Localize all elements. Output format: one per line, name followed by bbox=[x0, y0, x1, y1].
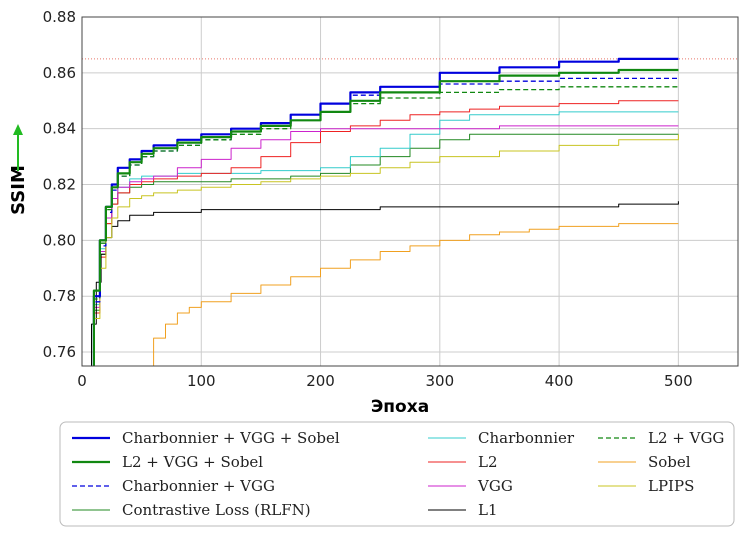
y-tick-label: 0.76 bbox=[43, 343, 76, 361]
y-tick-label: 0.82 bbox=[43, 176, 76, 194]
legend-label: Contrastive Loss (RLFN) bbox=[122, 501, 311, 519]
y-tick-label: 0.86 bbox=[43, 64, 76, 82]
series-line-7 bbox=[91, 201, 679, 366]
series-line-0 bbox=[92, 57, 679, 366]
x-axis-label: Эпоха bbox=[371, 397, 429, 417]
series-line-3 bbox=[93, 133, 679, 366]
y-tick-labels: 0.76 0.78 0.80 0.82 0.84 0.86 0.88 bbox=[43, 8, 76, 361]
series-line-9 bbox=[147, 223, 679, 366]
legend-label: Sobel bbox=[648, 453, 691, 471]
x-tick-label: 300 bbox=[425, 372, 454, 390]
series-line-1 bbox=[92, 68, 679, 366]
y-axis-arrow-icon bbox=[13, 124, 23, 171]
series-lines bbox=[91, 57, 679, 366]
legend-label: L2 + VGG bbox=[648, 429, 724, 447]
plot-frame bbox=[81, 16, 739, 367]
y-tick-label: 0.78 bbox=[43, 287, 76, 305]
x-tick-label: 400 bbox=[545, 372, 574, 390]
x-tick-label: 500 bbox=[664, 372, 693, 390]
x-tick-label: 0 bbox=[77, 372, 87, 390]
x-tick-label: 200 bbox=[306, 372, 335, 390]
y-tick-label: 0.88 bbox=[43, 8, 76, 26]
series-line-4 bbox=[93, 111, 679, 366]
legend-frame bbox=[59, 421, 735, 527]
legend-label: Charbonnier + VGG + Sobel bbox=[122, 429, 340, 447]
x-tick-labels: 0 100 200 300 400 500 bbox=[77, 372, 692, 390]
legend-label: VGG bbox=[477, 477, 513, 495]
legend-label: Charbonnier bbox=[478, 429, 575, 447]
x-tick-label: 100 bbox=[187, 372, 216, 390]
y-tick-label: 0.80 bbox=[43, 231, 76, 249]
y-axis-label: SSIM bbox=[8, 165, 29, 215]
legend-label: L2 + VGG + Sobel bbox=[122, 453, 263, 471]
legend: Charbonnier + VGG + Sobel L2 + VGG + Sobe… bbox=[59, 421, 735, 527]
legend-label: L2 bbox=[478, 453, 498, 471]
series-line-6 bbox=[93, 125, 679, 366]
series-line-10 bbox=[93, 134, 679, 366]
legend-label: L1 bbox=[478, 501, 498, 519]
legend-label: LPIPS bbox=[648, 477, 694, 495]
legend-label: Charbonnier + VGG bbox=[122, 477, 275, 495]
series-line-8 bbox=[93, 86, 679, 366]
y-tick-label: 0.84 bbox=[43, 120, 76, 138]
